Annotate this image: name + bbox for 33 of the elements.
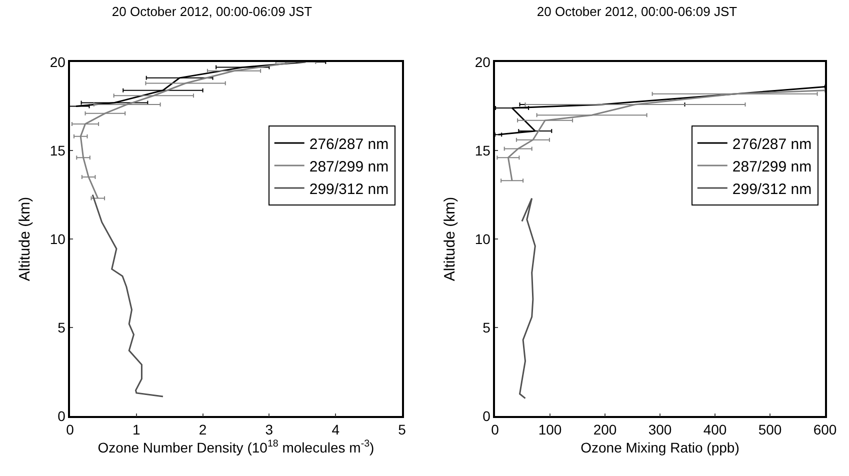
x-tick-label: 4 <box>332 422 340 438</box>
legend-label: 276/287 nm <box>732 136 812 153</box>
y-tick-label: 20 <box>474 54 491 70</box>
y-tick-label: 0 <box>482 408 491 424</box>
x-tick-label: 1 <box>132 422 140 438</box>
x-axis-title: Ozone Mixing Ratio (ppb) <box>580 439 740 456</box>
x-tick-label: 100 <box>538 422 562 438</box>
legend-label: 299/312 nm <box>732 180 812 198</box>
legend-label: 287/299 nm <box>732 158 812 176</box>
chart-title: 20 October 2012, 00:00-06:09 JST <box>112 4 312 20</box>
y-tick-label: 5 <box>58 319 66 336</box>
y-tick-label: 10 <box>50 230 66 247</box>
legend-label: 276/287 nm <box>309 136 389 153</box>
x-tick-label: 200 <box>593 422 617 438</box>
x-tick-label: 3 <box>265 422 274 438</box>
x-tick-label: 600 <box>813 422 837 438</box>
legend-label: 299/312 nm <box>309 180 389 198</box>
y-tick-label: 15 <box>474 142 491 158</box>
x-tick-label: 500 <box>758 422 782 438</box>
x-axis-title: Ozone Number Density (10$^{18}$ molecules m$^{-3}$) <box>98 438 374 456</box>
y-tick-label: 20 <box>50 54 66 70</box>
y-axis-title: Altitude (km) <box>442 196 458 282</box>
x-tick-label: 400 <box>703 422 727 438</box>
y-tick-label: 10 <box>474 230 491 247</box>
y-axis-title: Altitude (km) <box>16 196 34 282</box>
x-tick-label: 5 <box>398 422 406 438</box>
y-tick-label: 15 <box>50 142 66 158</box>
x-tick-label: 300 <box>648 422 672 438</box>
legend-label: 287/299 nm <box>309 158 389 176</box>
chart-title: 20 October 2012, 00:00-06:09 JST <box>536 4 738 20</box>
y-tick-label: 0 <box>58 408 66 424</box>
y-tick-label: 5 <box>482 319 491 336</box>
x-tick-label: 2 <box>198 422 207 438</box>
